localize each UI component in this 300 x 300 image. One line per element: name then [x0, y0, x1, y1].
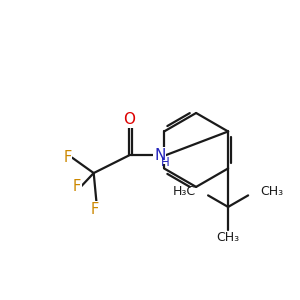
- Text: H₃C: H₃C: [172, 185, 196, 198]
- Text: H: H: [161, 156, 170, 169]
- Text: O: O: [123, 112, 135, 128]
- Text: CH₃: CH₃: [260, 185, 283, 198]
- Text: F: F: [91, 202, 99, 217]
- Text: CH₃: CH₃: [217, 231, 240, 244]
- Text: F: F: [73, 178, 81, 194]
- Text: N: N: [154, 148, 166, 163]
- Text: F: F: [63, 150, 72, 165]
